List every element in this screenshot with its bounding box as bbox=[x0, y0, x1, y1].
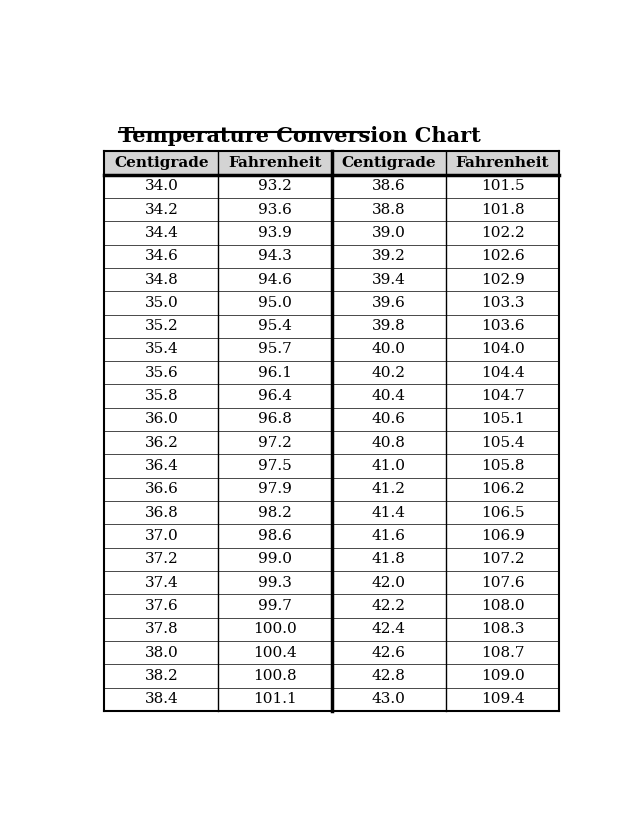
Text: 42.6: 42.6 bbox=[372, 646, 406, 660]
Text: 42.2: 42.2 bbox=[372, 599, 406, 613]
Text: 102.6: 102.6 bbox=[480, 249, 524, 263]
Text: 37.4: 37.4 bbox=[144, 576, 178, 590]
Text: 35.6: 35.6 bbox=[144, 366, 178, 380]
Text: 93.6: 93.6 bbox=[258, 202, 292, 216]
Text: 106.5: 106.5 bbox=[480, 506, 524, 520]
Text: 96.4: 96.4 bbox=[258, 389, 292, 403]
Text: 100.8: 100.8 bbox=[253, 669, 297, 683]
Text: 35.4: 35.4 bbox=[144, 343, 178, 357]
Text: 38.2: 38.2 bbox=[144, 669, 178, 683]
Text: Temperature Conversion Chart: Temperature Conversion Chart bbox=[119, 126, 481, 146]
Text: 100.0: 100.0 bbox=[253, 622, 297, 636]
Text: 97.2: 97.2 bbox=[258, 436, 292, 450]
Text: 101.1: 101.1 bbox=[253, 692, 297, 706]
Text: 41.6: 41.6 bbox=[372, 529, 406, 543]
Text: 34.4: 34.4 bbox=[144, 225, 178, 240]
Text: 38.6: 38.6 bbox=[372, 179, 406, 193]
Text: 105.4: 105.4 bbox=[480, 436, 524, 450]
Text: 39.2: 39.2 bbox=[372, 249, 406, 263]
Text: 108.7: 108.7 bbox=[481, 646, 524, 660]
Text: 94.6: 94.6 bbox=[258, 273, 292, 287]
Text: 34.2: 34.2 bbox=[144, 202, 178, 216]
Text: 36.0: 36.0 bbox=[144, 412, 178, 426]
Text: 104.4: 104.4 bbox=[480, 366, 524, 380]
Text: 42.8: 42.8 bbox=[372, 669, 406, 683]
Text: 35.0: 35.0 bbox=[144, 296, 178, 310]
Text: 97.9: 97.9 bbox=[258, 482, 292, 496]
Text: Fahrenheit: Fahrenheit bbox=[456, 156, 549, 170]
Text: 41.2: 41.2 bbox=[372, 482, 406, 496]
Text: 103.3: 103.3 bbox=[481, 296, 524, 310]
Text: 109.4: 109.4 bbox=[480, 692, 524, 706]
Text: 35.2: 35.2 bbox=[144, 319, 178, 333]
Text: 34.0: 34.0 bbox=[144, 179, 178, 193]
Text: 39.6: 39.6 bbox=[372, 296, 406, 310]
Text: 98.6: 98.6 bbox=[258, 529, 292, 543]
Text: 96.8: 96.8 bbox=[258, 412, 292, 426]
Text: 98.2: 98.2 bbox=[258, 506, 292, 520]
Text: 39.4: 39.4 bbox=[372, 273, 406, 287]
Text: 99.0: 99.0 bbox=[258, 553, 292, 567]
Text: 107.6: 107.6 bbox=[480, 576, 524, 590]
Bar bbox=[105, 151, 560, 174]
Text: 38.8: 38.8 bbox=[372, 202, 406, 216]
Text: 40.6: 40.6 bbox=[372, 412, 406, 426]
Text: 99.3: 99.3 bbox=[258, 576, 292, 590]
Text: 93.2: 93.2 bbox=[258, 179, 292, 193]
Text: 43.0: 43.0 bbox=[372, 692, 406, 706]
Text: 41.4: 41.4 bbox=[372, 506, 406, 520]
Text: 37.6: 37.6 bbox=[144, 599, 178, 613]
Text: 34.8: 34.8 bbox=[144, 273, 178, 287]
Text: 105.8: 105.8 bbox=[481, 459, 524, 473]
Text: 38.4: 38.4 bbox=[144, 692, 178, 706]
Text: 102.9: 102.9 bbox=[480, 273, 524, 287]
Text: 41.0: 41.0 bbox=[372, 459, 406, 473]
Text: 40.2: 40.2 bbox=[372, 366, 406, 380]
Text: 99.7: 99.7 bbox=[258, 599, 292, 613]
Text: Fahrenheit: Fahrenheit bbox=[228, 156, 322, 170]
Text: 95.4: 95.4 bbox=[258, 319, 292, 333]
Text: 37.2: 37.2 bbox=[144, 553, 178, 567]
Text: 36.8: 36.8 bbox=[144, 506, 178, 520]
Text: 104.0: 104.0 bbox=[480, 343, 524, 357]
Text: 35.8: 35.8 bbox=[145, 389, 178, 403]
Text: 102.2: 102.2 bbox=[480, 225, 524, 240]
Text: 108.0: 108.0 bbox=[480, 599, 524, 613]
Text: 95.0: 95.0 bbox=[258, 296, 292, 310]
Text: 95.7: 95.7 bbox=[258, 343, 292, 357]
Text: 39.8: 39.8 bbox=[372, 319, 406, 333]
Text: 36.2: 36.2 bbox=[144, 436, 178, 450]
Text: 93.9: 93.9 bbox=[258, 225, 292, 240]
Text: 37.8: 37.8 bbox=[145, 622, 178, 636]
Text: 36.4: 36.4 bbox=[144, 459, 178, 473]
Text: 104.7: 104.7 bbox=[480, 389, 524, 403]
Text: 100.4: 100.4 bbox=[253, 646, 297, 660]
Text: 39.0: 39.0 bbox=[372, 225, 406, 240]
Text: 103.6: 103.6 bbox=[480, 319, 524, 333]
Text: Centigrade: Centigrade bbox=[114, 156, 209, 170]
Text: 37.0: 37.0 bbox=[144, 529, 178, 543]
Text: 94.3: 94.3 bbox=[258, 249, 292, 263]
Text: 106.9: 106.9 bbox=[480, 529, 524, 543]
Text: 40.0: 40.0 bbox=[372, 343, 406, 357]
Text: 41.8: 41.8 bbox=[372, 553, 406, 567]
Text: 96.1: 96.1 bbox=[258, 366, 292, 380]
Text: 36.6: 36.6 bbox=[144, 482, 178, 496]
Text: 42.0: 42.0 bbox=[372, 576, 406, 590]
Text: 108.3: 108.3 bbox=[481, 622, 524, 636]
Text: 38.0: 38.0 bbox=[144, 646, 178, 660]
Text: Centigrade: Centigrade bbox=[341, 156, 436, 170]
Text: 40.4: 40.4 bbox=[372, 389, 406, 403]
Text: 107.2: 107.2 bbox=[480, 553, 524, 567]
Text: 106.2: 106.2 bbox=[480, 482, 524, 496]
Text: 97.5: 97.5 bbox=[258, 459, 292, 473]
Text: 34.6: 34.6 bbox=[144, 249, 178, 263]
Text: 105.1: 105.1 bbox=[480, 412, 524, 426]
Text: 101.8: 101.8 bbox=[480, 202, 524, 216]
Text: 40.8: 40.8 bbox=[372, 436, 406, 450]
Text: 42.4: 42.4 bbox=[372, 622, 406, 636]
Text: 109.0: 109.0 bbox=[480, 669, 524, 683]
Text: 101.5: 101.5 bbox=[480, 179, 524, 193]
